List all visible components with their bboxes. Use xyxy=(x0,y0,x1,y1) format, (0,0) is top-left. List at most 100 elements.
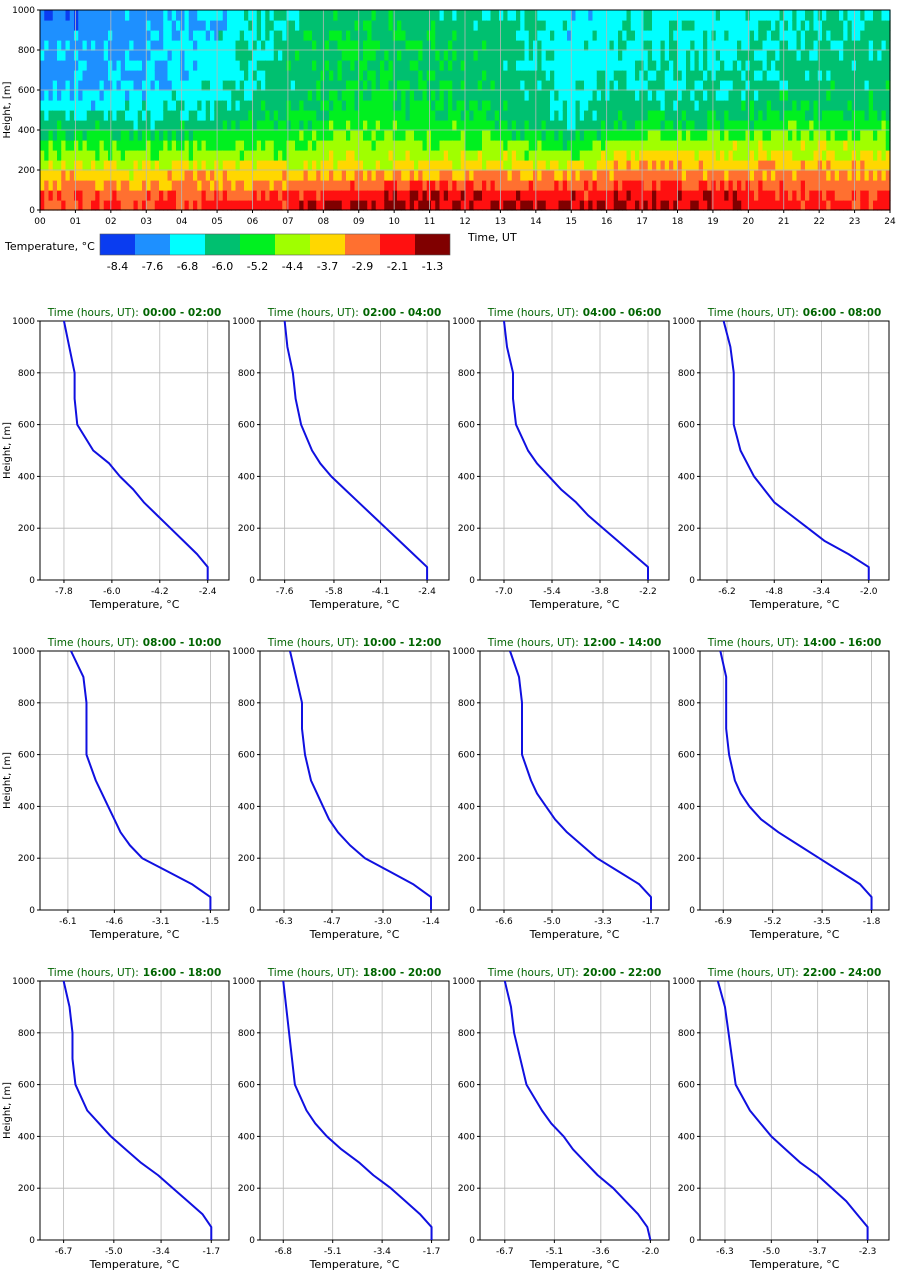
heatmap-cell xyxy=(125,110,130,121)
heatmap-cell xyxy=(295,140,300,151)
heatmap-cell xyxy=(129,150,135,161)
heatmap-cell xyxy=(299,160,305,171)
heatmap-cell xyxy=(188,170,194,181)
heatmap-cell xyxy=(635,50,640,61)
heatmap-cell xyxy=(813,50,819,61)
panel-title-value: 16:00 - 18:00 xyxy=(143,967,222,979)
heatmap-cell xyxy=(516,30,521,41)
heatmap-cell xyxy=(533,190,538,201)
heatmap-cell xyxy=(112,70,118,81)
heatmap-cell xyxy=(371,140,377,151)
heatmap-cell xyxy=(371,190,377,201)
heatmap-cell xyxy=(307,100,313,111)
profile-panel: Time (hours, UT): 14:00 - 16:00-6.9 -5.2 -3… xyxy=(672,637,890,941)
heatmap-cell xyxy=(354,30,360,41)
heatmap-cell xyxy=(613,80,619,91)
x-tick-label: 08 xyxy=(318,217,330,227)
heatmap-cell xyxy=(847,180,853,191)
heatmap-cell xyxy=(86,110,92,121)
heatmap-cell xyxy=(303,180,309,191)
heatmap-cell xyxy=(448,40,453,51)
heatmap-cell xyxy=(796,130,802,141)
heatmap-cell xyxy=(239,10,245,21)
heatmap-cell xyxy=(460,160,466,171)
heatmap-cell xyxy=(337,140,343,151)
heatmap-cell xyxy=(278,190,283,201)
heatmap-cell xyxy=(227,150,232,161)
heatmap-cell xyxy=(749,20,755,31)
heatmap-cell xyxy=(375,130,381,141)
heatmap-cell xyxy=(443,50,449,61)
heatmap-cell xyxy=(320,90,326,101)
heatmap-cell xyxy=(507,140,513,151)
heatmap-cell xyxy=(715,40,721,51)
heatmap-cell xyxy=(405,150,411,161)
x-tick-label: -3.7 xyxy=(809,1247,827,1257)
heatmap-cell xyxy=(507,20,513,31)
heatmap-cell xyxy=(482,80,487,91)
heatmap-cell xyxy=(52,70,58,81)
heatmap-cell xyxy=(146,130,152,141)
heatmap-cell xyxy=(367,160,373,171)
heatmap-cell xyxy=(218,180,224,191)
heatmap-cell xyxy=(766,150,772,161)
heatmap-cell xyxy=(409,160,415,171)
heatmap-cell xyxy=(188,20,194,31)
heatmap-cell xyxy=(329,130,334,141)
heatmap-cell xyxy=(720,150,725,161)
heatmap-cell xyxy=(728,20,734,31)
heatmap-cell xyxy=(273,160,279,171)
heatmap-cell xyxy=(635,160,640,171)
heatmap-cell xyxy=(856,100,861,111)
heatmap-cell xyxy=(562,80,568,91)
heatmap-cell xyxy=(269,30,275,41)
heatmap-cell xyxy=(244,150,249,161)
heatmap-cell xyxy=(545,160,551,171)
heatmap-cell xyxy=(851,100,857,111)
heatmap-cell xyxy=(643,140,649,151)
heatmap-cell xyxy=(248,50,254,61)
heatmap-cell xyxy=(486,10,492,21)
heatmap-cell xyxy=(414,110,419,121)
heatmap-cell xyxy=(826,100,832,111)
heatmap-cell xyxy=(528,60,534,71)
heatmap-cell xyxy=(409,170,415,181)
heatmap-cell xyxy=(732,200,738,211)
heatmap-cell xyxy=(74,200,79,211)
heatmap-cell xyxy=(65,30,71,41)
heatmap-cell xyxy=(618,160,623,171)
heatmap-cell xyxy=(554,60,560,71)
heatmap-cell xyxy=(82,50,88,61)
heatmap-cell xyxy=(584,20,589,31)
heatmap-cell xyxy=(269,100,275,111)
heatmap-cell xyxy=(222,200,228,211)
heatmap-cell xyxy=(762,20,768,31)
heatmap-cell xyxy=(847,110,853,121)
heatmap-cell xyxy=(435,90,441,101)
panel-title-label: Time (hours, UT): xyxy=(267,637,359,649)
profile-panel: Time (hours, UT): 12:00 - 14:00-6.6 -5.0 -3… xyxy=(452,637,670,941)
heatmap-cell xyxy=(65,130,71,141)
heatmap-cell xyxy=(711,150,717,161)
heatmap-cell xyxy=(698,90,704,101)
heatmap-cell xyxy=(494,90,500,101)
heatmap-cell xyxy=(180,170,186,181)
heatmap-cell xyxy=(290,10,296,21)
heatmap-cell xyxy=(176,30,181,41)
x-tick-label: -7.0 xyxy=(495,587,513,597)
y-tick-label: 1000 xyxy=(232,647,255,657)
heatmap-cell xyxy=(95,70,101,81)
heatmap-cell xyxy=(167,10,173,21)
heatmap-cell xyxy=(741,200,747,211)
heatmap-cell xyxy=(426,40,432,51)
heatmap-cell xyxy=(380,90,385,101)
colorbar-tick-label: -3.7 xyxy=(317,260,338,273)
heatmap-cell xyxy=(830,130,836,141)
heatmap-cell xyxy=(448,160,453,171)
heatmap-cell xyxy=(414,60,419,71)
heatmap-cell xyxy=(809,80,815,91)
x-tick-label: -2.4 xyxy=(199,587,217,597)
heatmap-cell xyxy=(605,50,611,61)
heatmap-cell xyxy=(788,90,793,101)
heatmap-cell xyxy=(299,10,305,21)
